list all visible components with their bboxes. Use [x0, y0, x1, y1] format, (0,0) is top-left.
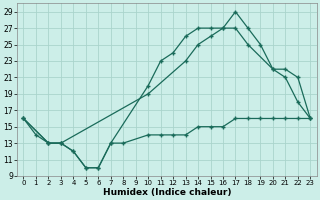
X-axis label: Humidex (Indice chaleur): Humidex (Indice chaleur)	[103, 188, 231, 197]
